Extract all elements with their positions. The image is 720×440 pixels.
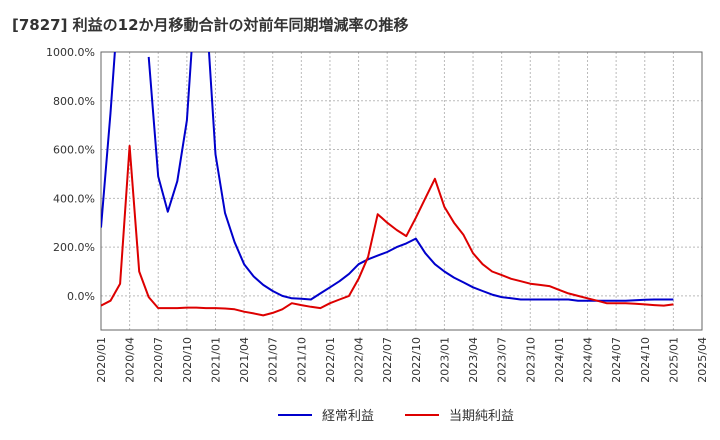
x-axis: 2020/01 2020/04 2020/07 2020/10 2021/01 2021/… xyxy=(95,337,709,383)
x-tick-label: 2025/01 xyxy=(667,337,680,383)
y-tick-label: 0.0% xyxy=(67,290,95,303)
x-tick-label: 2024/10 xyxy=(639,337,652,383)
y-tick-label: 800.0% xyxy=(53,95,95,108)
plot-border xyxy=(100,51,703,331)
x-tick-label: 2022/10 xyxy=(410,337,423,383)
legend: 経常利益 当期純利益 xyxy=(278,409,514,424)
x-tick-label: 2021/01 xyxy=(209,337,222,383)
x-tick-label: 2024/01 xyxy=(553,337,566,383)
y-tick-label: 200.0% xyxy=(53,241,95,254)
x-tick-label: 2020/04 xyxy=(124,337,137,383)
x-tick-label: 2022/04 xyxy=(353,337,366,383)
y-axis: 0.0% 200.0% 400.0% 600.0% 800.0% 1000.0% xyxy=(46,46,95,303)
x-tick-label: 2023/07 xyxy=(496,337,509,383)
x-tick-label: 2020/07 xyxy=(152,337,165,383)
chart-title: [7827] 利益の12か月移動合計の対前年同期増減率の推移 xyxy=(12,16,409,34)
legend-label: 当期純利益 xyxy=(449,409,514,424)
legend-item-2: 当期純利益 xyxy=(405,409,514,424)
y-tick-label: 400.0% xyxy=(53,192,95,205)
x-tick-label: 2024/04 xyxy=(582,337,595,383)
series-layer xyxy=(101,52,674,317)
plot-frame xyxy=(100,51,703,331)
x-tick-label: 2023/10 xyxy=(524,337,537,383)
x-tick-label: 2023/04 xyxy=(467,337,480,383)
x-tick-label: 2025/04 xyxy=(696,337,709,383)
y-tick-label: 1000.0% xyxy=(46,46,95,59)
series-line-2 xyxy=(101,144,674,317)
grid xyxy=(100,51,703,330)
x-tick-label: 2021/04 xyxy=(238,337,251,383)
x-tick-label: 2021/10 xyxy=(295,337,308,383)
y-tick-label: 600.0% xyxy=(53,144,95,157)
x-tick-label: 2022/01 xyxy=(324,337,337,383)
legend-item-1: 経常利益 xyxy=(278,409,374,424)
x-tick-label: 2023/01 xyxy=(438,337,451,383)
x-tick-label: 2024/07 xyxy=(610,337,623,383)
x-tick-label: 2020/01 xyxy=(95,337,108,383)
x-tick-label: 2020/10 xyxy=(181,337,194,383)
x-tick-label: 2021/07 xyxy=(267,337,280,383)
legend-label: 経常利益 xyxy=(322,409,374,424)
x-tick-label: 2022/07 xyxy=(381,337,394,383)
series-line-1 xyxy=(101,52,674,302)
